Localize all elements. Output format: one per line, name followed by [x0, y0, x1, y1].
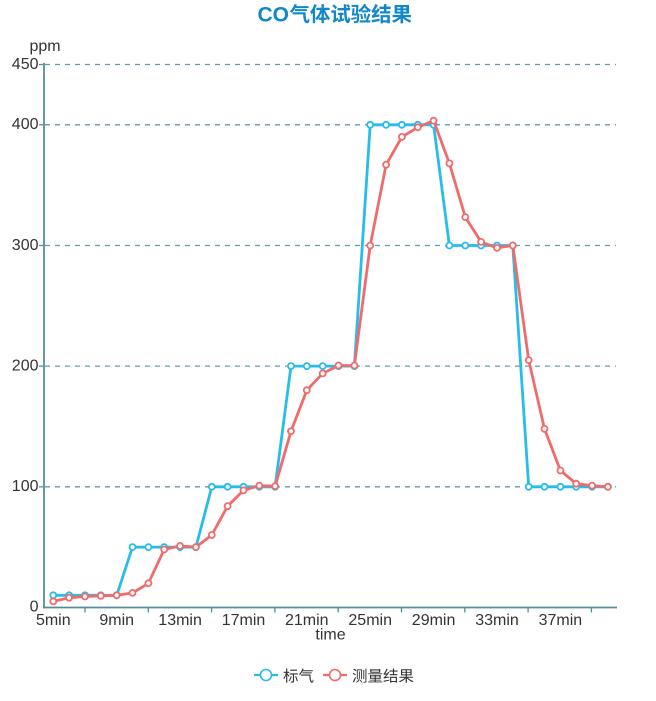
svg-text:CO: CO [258, 4, 290, 27]
svg-text:21min: 21min [285, 612, 329, 629]
svg-text:450: 450 [12, 56, 39, 73]
svg-text:37min: 37min [539, 612, 583, 629]
svg-text:25min: 25min [348, 612, 392, 629]
svg-text:0: 0 [30, 599, 39, 616]
svg-text:400: 400 [12, 116, 39, 133]
svg-text:time: time [315, 627, 345, 644]
svg-text:300: 300 [12, 237, 39, 254]
svg-text:200: 200 [12, 357, 39, 374]
svg-text:ppm: ppm [29, 38, 60, 55]
svg-text:13min: 13min [158, 612, 202, 629]
svg-text:9min: 9min [99, 612, 134, 629]
svg-text:5min: 5min [36, 612, 71, 629]
svg-text:17min: 17min [222, 612, 266, 629]
svg-text:29min: 29min [412, 612, 456, 629]
svg-text:33min: 33min [475, 612, 519, 629]
svg-text:100: 100 [12, 478, 39, 495]
